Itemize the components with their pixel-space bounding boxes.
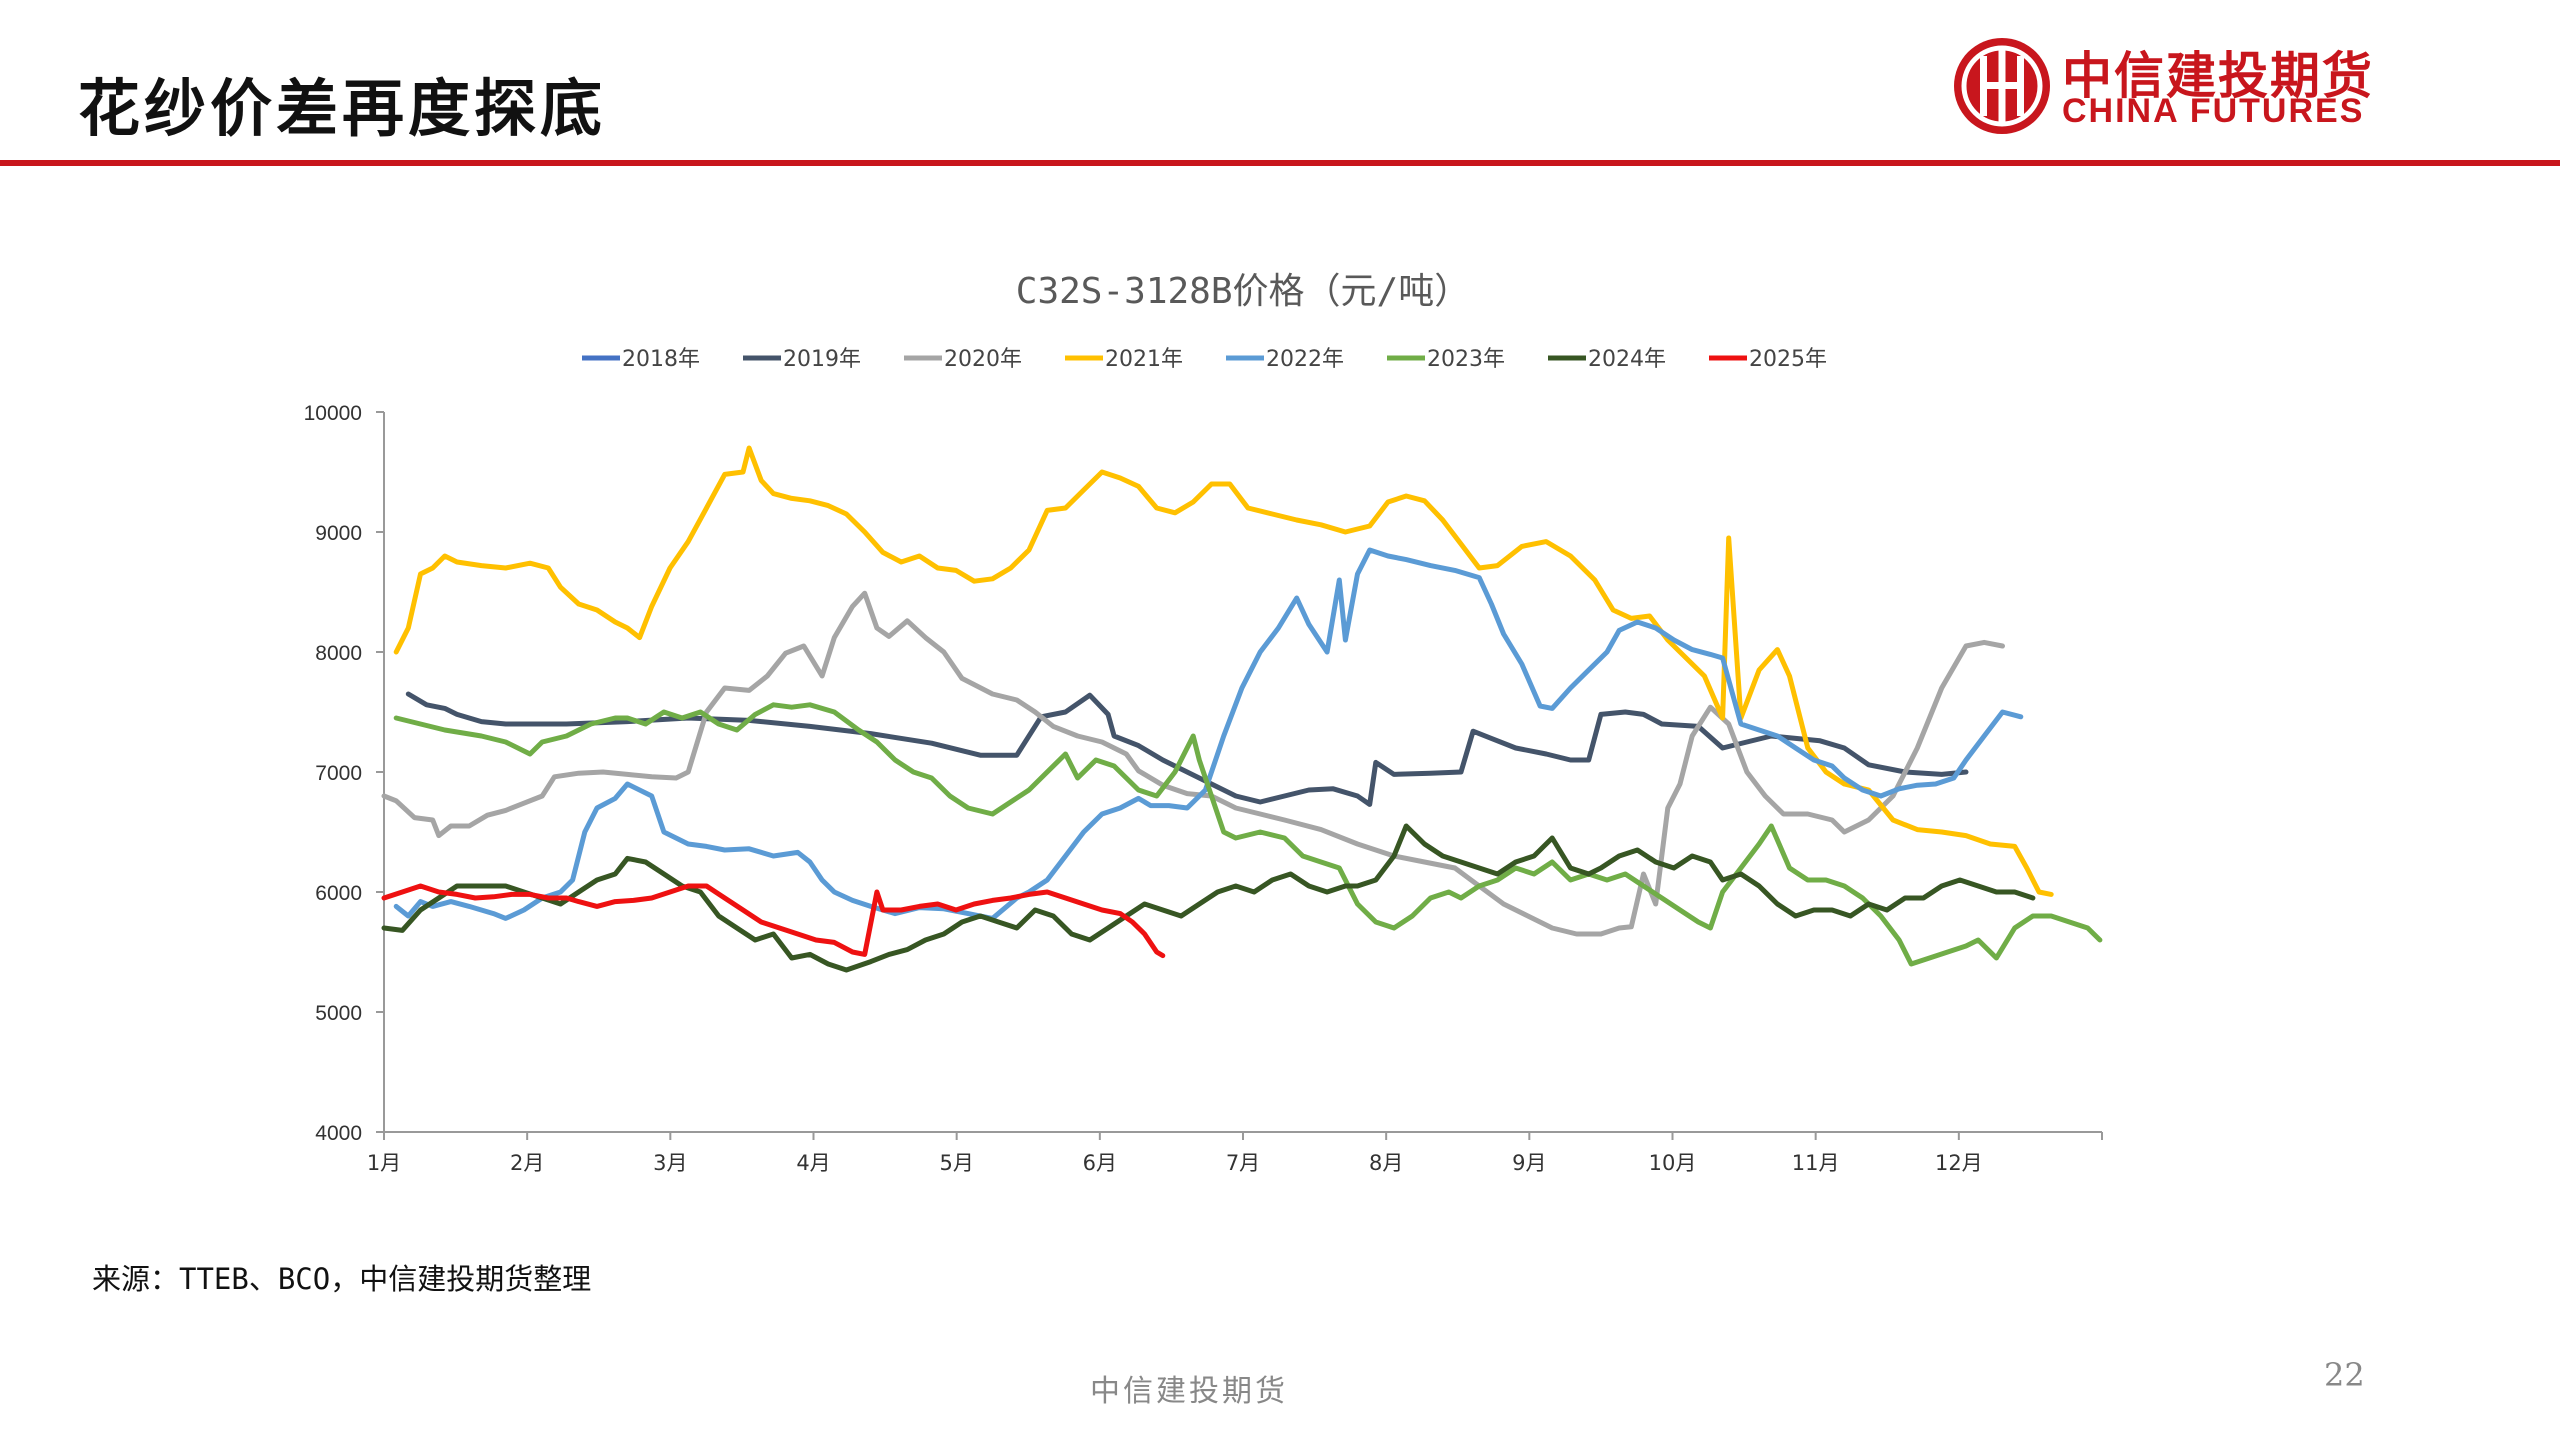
series-line-2023年 [393, 702, 2103, 967]
legend-label: 2023年 [1427, 347, 1505, 372]
x-tick-label: 8月 [1369, 1151, 1403, 1175]
chart-title: C32S-3128B价格（元/吨） [1016, 271, 1470, 312]
x-tick-label: 1月 [367, 1151, 401, 1175]
footer-company: 中信建投期货 [1090, 1374, 1288, 1409]
logo-emblem-icon [1954, 38, 2050, 134]
series-line-2024年 [381, 823, 2036, 973]
company-logo: 中信建投期货 CHINA FUTURES [1950, 34, 2400, 138]
source-note: 来源：TTEB、BCO，中信建投期货整理 [92, 1262, 592, 1296]
x-tick-label: 7月 [1226, 1151, 1260, 1175]
series-line-2022年 [393, 547, 2024, 921]
y-tick-label: 6000 [315, 882, 362, 905]
series-line-2020年 [381, 590, 2005, 937]
legend-label: 2022年 [1266, 347, 1344, 372]
x-tick-label: 11月 [1792, 1151, 1840, 1175]
y-tick-label: 10000 [304, 402, 362, 425]
legend-label: 2018年 [622, 347, 700, 372]
y-tick-label: 7000 [315, 762, 362, 785]
x-tick-label: 10月 [1649, 1151, 1697, 1175]
header-divider [0, 160, 2560, 166]
y-tick-label: 8000 [315, 642, 362, 665]
logo-text-chinese: 中信建投期货 [2062, 47, 2374, 105]
legend-label: 2024年 [1588, 347, 1666, 372]
y-tick-label: 9000 [315, 522, 362, 545]
legend-label: 2025年 [1749, 347, 1827, 372]
series-line-2025年 [381, 883, 1166, 959]
legend-label: 2019年 [783, 347, 861, 372]
y-tick-label: 5000 [315, 1002, 362, 1025]
logo-text-english: CHINA FUTURES [2062, 92, 2365, 130]
x-tick-label: 2月 [510, 1151, 544, 1175]
x-tick-label: 3月 [653, 1151, 687, 1175]
x-tick-label: 9月 [1512, 1151, 1546, 1175]
legend-label: 2020年 [944, 347, 1022, 372]
x-tick-label: 12月 [1935, 1151, 1983, 1175]
legend-label: 2021年 [1105, 347, 1183, 372]
y-tick-label: 4000 [315, 1122, 362, 1145]
x-tick-label: 6月 [1083, 1151, 1117, 1175]
page-number: 22 [2324, 1356, 2365, 1394]
series-line-2021年 [393, 445, 2054, 897]
slide-title: 花纱价差再度探底 [78, 72, 607, 145]
x-tick-label: 5月 [939, 1151, 973, 1175]
x-tick-label: 4月 [796, 1151, 830, 1175]
